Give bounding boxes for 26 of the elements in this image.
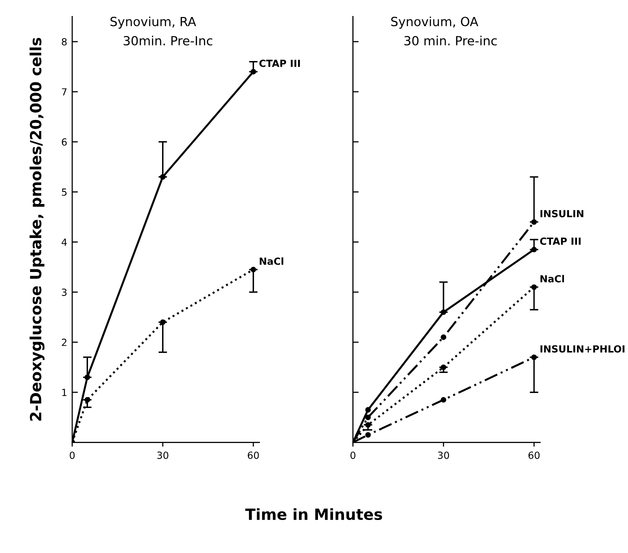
text: 30 min. Pre-inc (404, 36, 497, 46)
y-tick-label: 5 (62, 188, 67, 196)
series-label: CTAP III (259, 60, 300, 68)
series-label: INSULIN (540, 210, 584, 218)
y-axis-title: 2-Deoxyglucose Uptake, pmoles/20,000 cells (30, 38, 45, 421)
x-tick-label: 0 (70, 452, 75, 459)
series-label: CTAP III (540, 238, 581, 245)
series-label: NaCl (540, 274, 564, 282)
x-tick-label: 0 (350, 452, 356, 459)
x-tick-label: 60 (528, 452, 540, 459)
y-tick-label: 7 (62, 88, 67, 96)
chart-title: Synovium, OA (391, 16, 478, 29)
y-tick-label: 1 (62, 388, 66, 396)
x-tick-label: 30 (438, 452, 450, 459)
x-axis-title: Time in Minutes (245, 508, 382, 520)
y-tick-label: 3 (62, 288, 67, 296)
text: 30min. Pre-Inc (124, 36, 212, 46)
y-tick-label: 4 (62, 238, 67, 246)
x-tick-label: 30 (157, 452, 168, 459)
series-label: INSULIN+PHLOI (540, 345, 624, 353)
series-label: NaCl (260, 257, 284, 265)
y-tick-label: 8 (62, 38, 67, 46)
x-tick-label: 60 (248, 452, 259, 459)
y-tick-label: 6 (62, 138, 67, 146)
y-tick-label: 2 (62, 338, 66, 346)
chart-title: Synovium, RA (110, 16, 196, 29)
